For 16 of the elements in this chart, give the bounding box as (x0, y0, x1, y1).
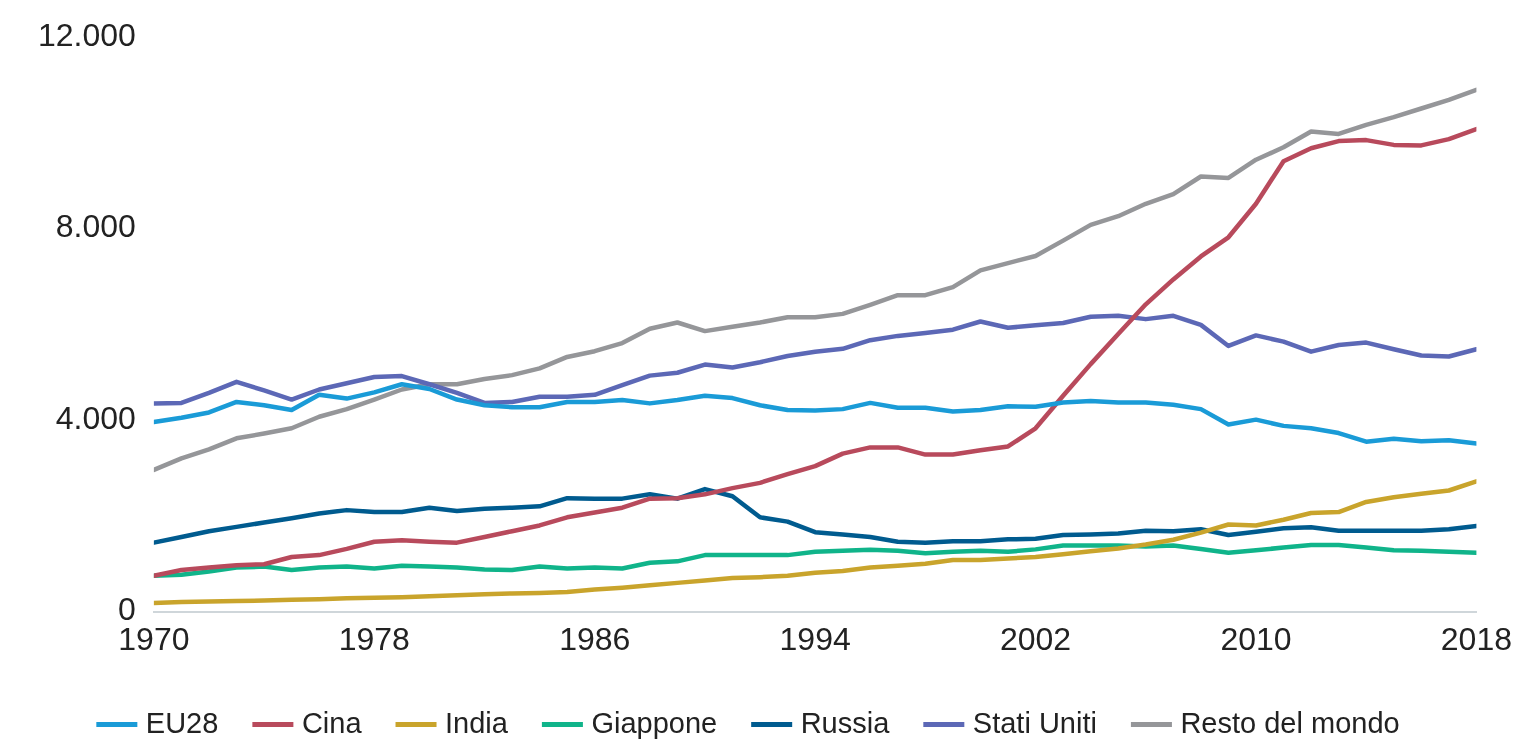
x-tick-label: 2010 (1220, 620, 1292, 657)
legend-label: India (445, 706, 509, 739)
x-tick-label: 2002 (999, 620, 1072, 657)
x-tick-label: 1994 (779, 620, 851, 657)
x-tick-label: 2018 (1440, 620, 1512, 657)
legend-label: Cina (301, 706, 363, 739)
legend-label: Stati Uniti (972, 706, 1097, 739)
legend-label: Russia (800, 706, 891, 739)
legend-label: Giappone (591, 706, 718, 739)
y-tick-label: 4.000 (55, 399, 136, 436)
y-tick-label: 8.000 (55, 208, 136, 245)
legend-label: Resto del mondo (1180, 706, 1400, 739)
legend-label: EU28 (145, 706, 219, 739)
x-tick-label: 1978 (338, 620, 410, 657)
x-tick-label: 1986 (559, 620, 631, 657)
y-tick-label: 12.000 (38, 17, 136, 54)
